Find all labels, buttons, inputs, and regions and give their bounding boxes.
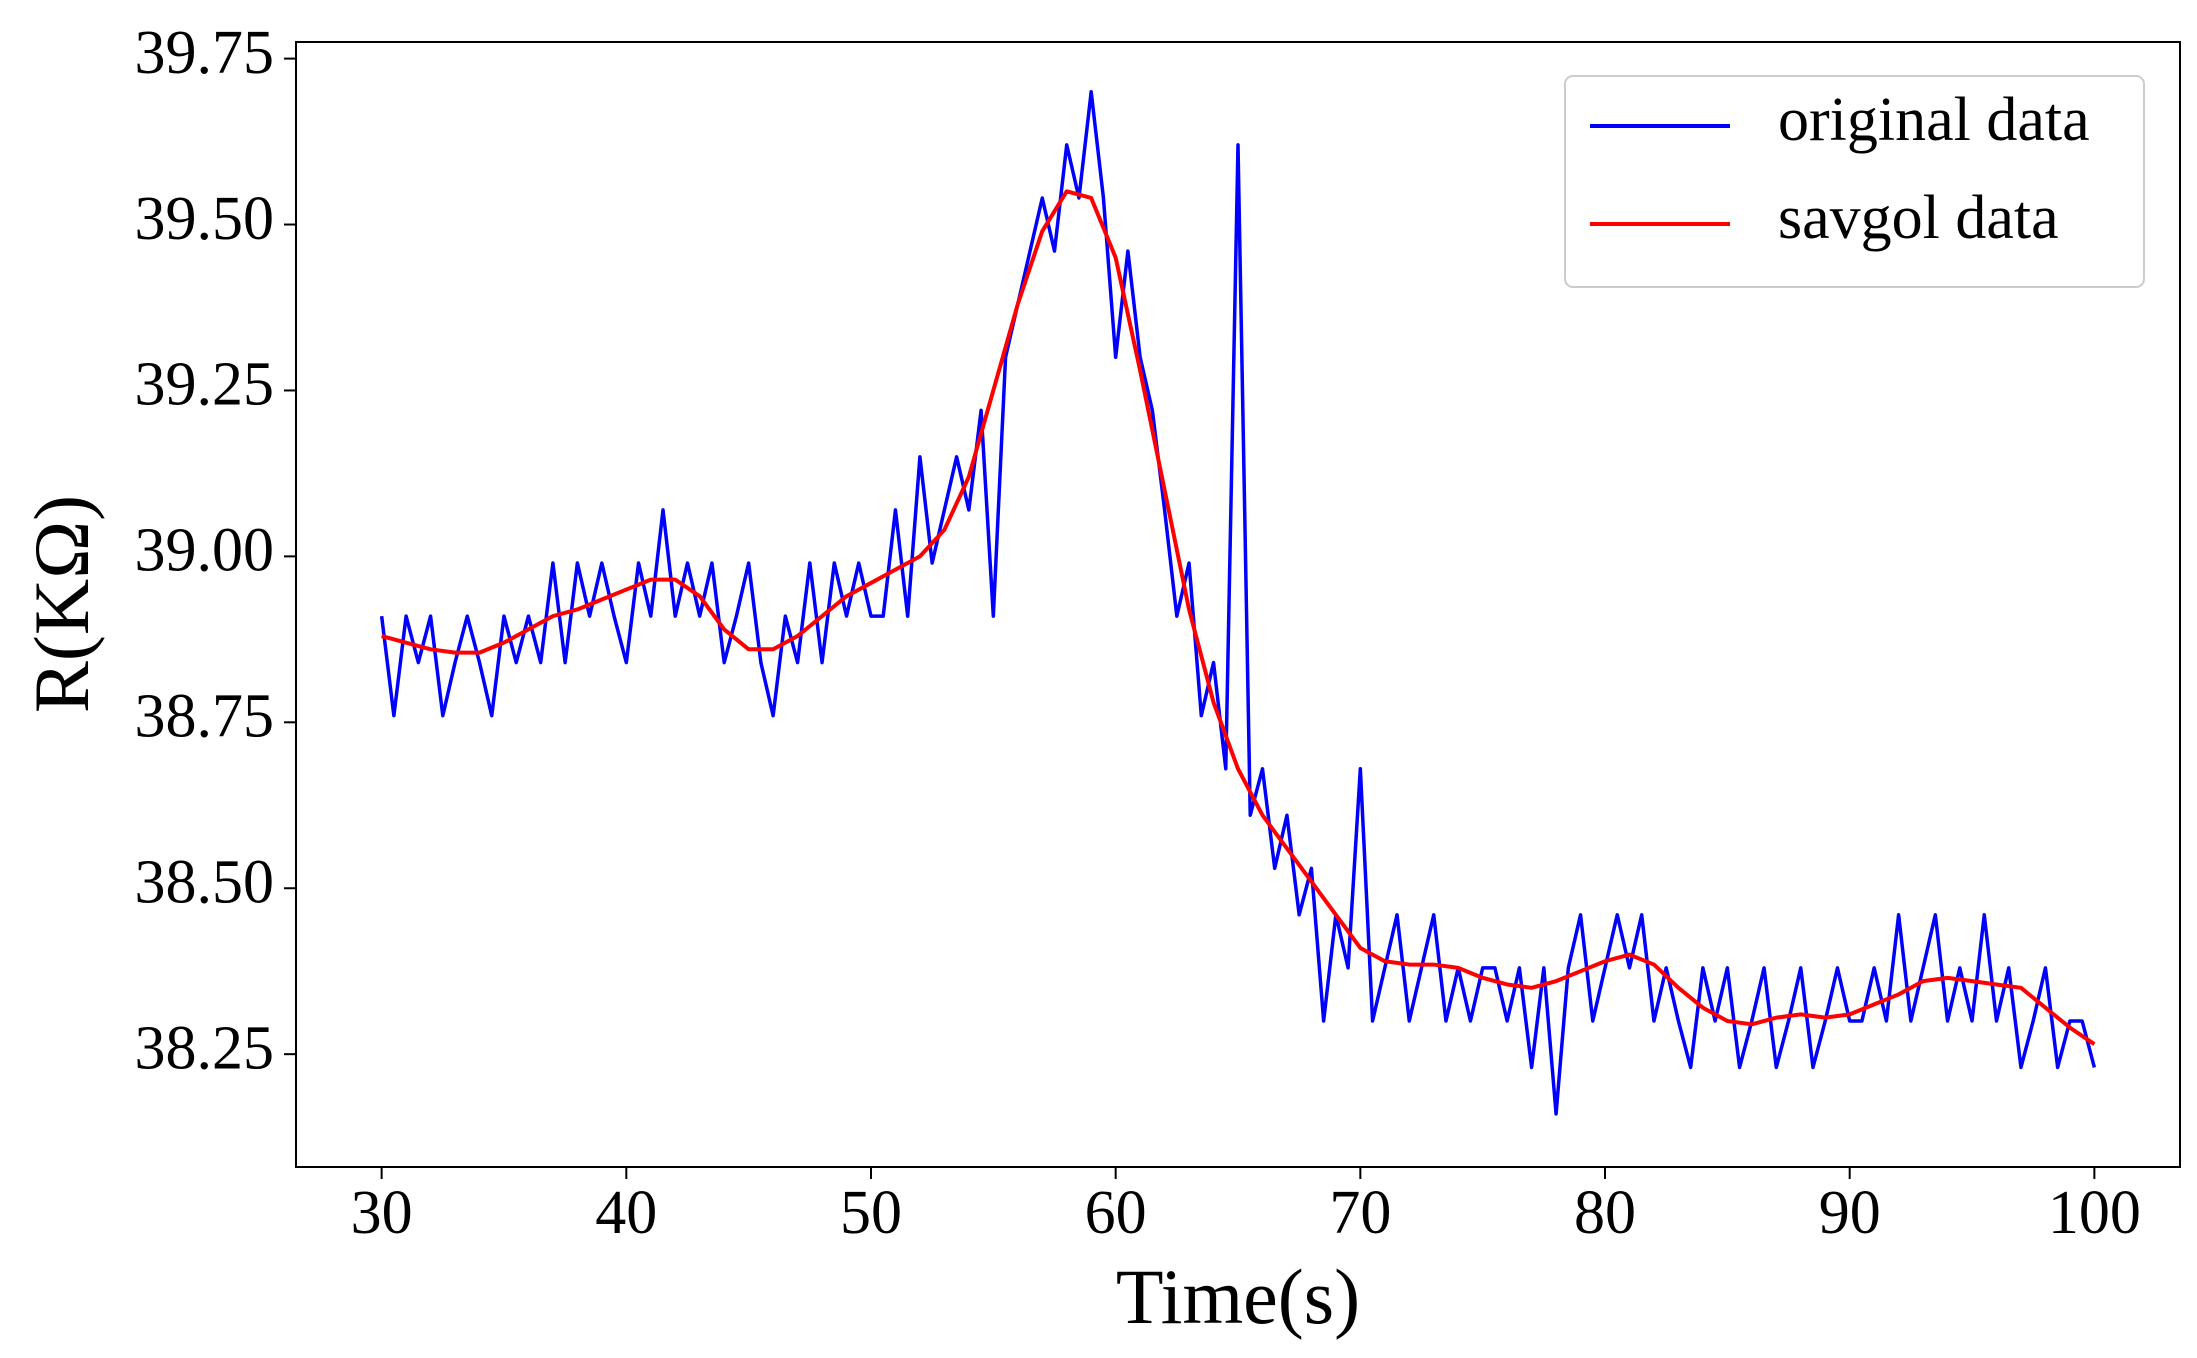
- y-tick-label: 39.00: [135, 517, 275, 585]
- y-tick-label: 38.75: [135, 683, 275, 751]
- x-tick-label: 60: [1085, 1179, 1147, 1247]
- x-tick-label: 70: [1329, 1179, 1391, 1247]
- y-axis-label: R(KΩ): [18, 495, 105, 713]
- x-tick-label: 40: [595, 1179, 657, 1247]
- x-axis-label: Time(s): [1116, 1253, 1360, 1340]
- x-tick-label: 90: [1819, 1179, 1881, 1247]
- y-tick-label: 39.50: [135, 185, 275, 253]
- series-line: [379, 90, 2097, 1116]
- legend-box: [1564, 75, 2145, 288]
- series-line: [381, 189, 2096, 1046]
- y-tick-label: 38.50: [135, 848, 275, 916]
- y-tick-label: 39.75: [135, 19, 275, 87]
- y-tick-label: 38.25: [135, 1014, 275, 1082]
- x-tick-label: 100: [2048, 1179, 2141, 1247]
- axes-frame: [295, 41, 2181, 1168]
- legend-label: original data: [1778, 86, 2090, 154]
- y-tick-label: 39.25: [135, 351, 275, 419]
- x-tick-label: 30: [351, 1179, 413, 1247]
- x-tick-label: 50: [840, 1179, 902, 1247]
- x-tick-label: 80: [1574, 1179, 1636, 1247]
- legend-label: savgol data: [1778, 184, 2059, 252]
